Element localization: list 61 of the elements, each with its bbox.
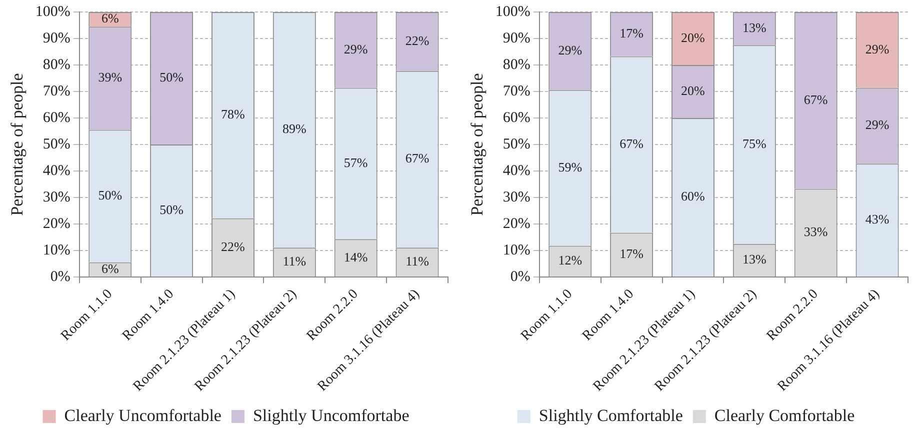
data-label: 89%: [282, 121, 306, 136]
y-tick-label: 80%: [502, 56, 530, 73]
data-label: 6%: [101, 260, 119, 276]
y-tick-label: 100%: [495, 4, 530, 20]
data-label: 67%: [804, 92, 828, 107]
data-label: 11%: [282, 254, 306, 269]
data-label: 14%: [344, 249, 368, 264]
data-label: 22%: [405, 32, 430, 48]
data-label: 17%: [620, 26, 644, 41]
y-tick-label: 60%: [42, 110, 70, 126]
data-label: 20%: [681, 30, 706, 45]
legend-label: Slightly Comfortable: [538, 406, 683, 425]
legend-label: Clearly Comfortable: [714, 406, 855, 425]
y-tick-label: 90%: [502, 30, 530, 46]
data-label: 29%: [558, 42, 582, 58]
data-label: 20%: [681, 82, 706, 98]
data-label: 17%: [620, 246, 644, 262]
y-tick-label: 20%: [42, 216, 70, 232]
data-label: 75%: [742, 136, 766, 151]
y-tick-label: 10%: [42, 242, 70, 258]
y-tick-label: 70%: [502, 83, 530, 100]
y-tick-label: 60%: [502, 110, 530, 126]
y-tick-label: 0%: [50, 269, 70, 285]
data-label: 59%: [558, 159, 582, 174]
data-label: 78%: [221, 106, 246, 122]
data-label: 29%: [865, 41, 890, 56]
legend-label: Clearly Uncomfortable: [64, 406, 222, 425]
y-axis-title: Percentage of people: [468, 73, 487, 216]
data-label: 33%: [804, 224, 828, 240]
data-label: 50%: [160, 70, 184, 85]
legend-label: Slightly Uncomfortabe: [252, 406, 410, 425]
y-tick-label: 70%: [42, 83, 70, 100]
data-label: 50%: [160, 202, 184, 217]
data-label: 13%: [742, 20, 766, 35]
y-tick-label: 30%: [42, 189, 70, 206]
data-label: 29%: [865, 117, 890, 132]
y-tick-label: 20%: [502, 216, 530, 232]
y-tick-label: 10%: [502, 242, 530, 258]
data-label: 67%: [405, 150, 430, 166]
y-axis-title: Percentage of people: [8, 73, 27, 216]
y-tick-label: 40%: [42, 162, 70, 179]
data-label: 12%: [558, 252, 582, 268]
data-label: 13%: [742, 252, 766, 267]
data-label: 67%: [620, 136, 644, 151]
y-tick-label: 0%: [510, 269, 530, 285]
y-tick-label: 100%: [35, 4, 70, 20]
y-tick-label: 50%: [42, 136, 70, 152]
data-label: 39%: [98, 70, 122, 85]
data-label: 29%: [344, 41, 368, 56]
data-label: 57%: [344, 154, 368, 170]
data-label: 43%: [865, 212, 890, 227]
y-tick-label: 90%: [42, 30, 70, 46]
data-label: 50%: [98, 187, 122, 202]
y-tick-label: 40%: [502, 162, 530, 179]
data-label: 22%: [221, 238, 246, 254]
y-tick-label: 80%: [42, 56, 70, 73]
data-label: 11%: [406, 254, 430, 269]
y-tick-label: 50%: [502, 136, 530, 152]
y-tick-label: 30%: [502, 189, 530, 206]
data-label: 6%: [101, 10, 119, 26]
data-label: 60%: [681, 188, 706, 204]
